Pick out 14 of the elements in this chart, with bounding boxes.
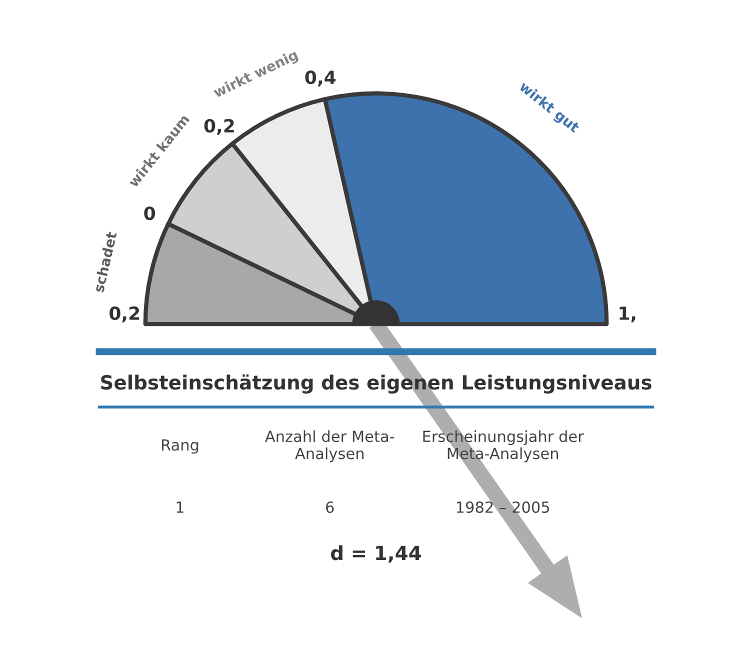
text: Selbsteinschätzung des eigenen Leistungsniveaus — [101, 374, 652, 394]
text: Rang — [162, 439, 198, 454]
text: d = 1,44 — [331, 545, 421, 563]
text: 0 — [144, 206, 156, 220]
text: 6 — [326, 501, 334, 513]
slice-label: schadet — [92, 231, 117, 293]
text: 1982 – 2005 — [456, 501, 550, 513]
text: 0,2 — [204, 118, 234, 135]
text: 1 — [176, 502, 184, 513]
text: 0,4 — [305, 70, 336, 86]
text: Anzahl der Meta- Analysen — [265, 430, 394, 462]
text: Erscheinungsjahr der Meta-Analysen — [423, 430, 584, 462]
text: 0,2 — [110, 306, 140, 322]
text: 1, — [620, 306, 636, 322]
